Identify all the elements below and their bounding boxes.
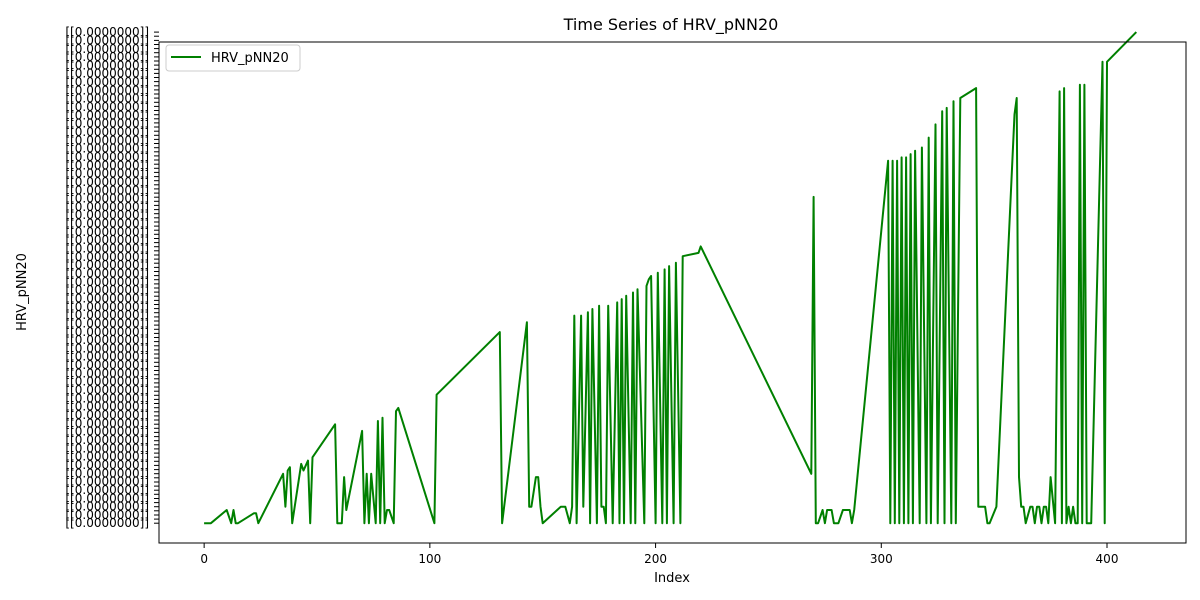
y-tick-label: [[0.0000000]] [65, 192, 149, 206]
y-tick-label: [[0.0000000]] [65, 167, 149, 181]
y-tick-label: [[0.0000000]] [65, 325, 149, 339]
y-tick-label: [[0.0000000]] [65, 350, 149, 364]
y-tick-label: [[0.0000000]] [65, 491, 149, 505]
y-tick-label: [[0.0000000]] [65, 508, 149, 522]
y-tick-label: [[0.0000000]] [65, 458, 149, 472]
series-line-0 [204, 31, 1138, 525]
y-tick-label: [[0.0000000]] [65, 208, 149, 222]
y-tick-label: [[0.0000000]] [65, 375, 149, 389]
y-tick-label: [[0.0000000]] [65, 416, 149, 430]
x-tick-label: 400 [1096, 552, 1119, 566]
y-tick-label: [[0.0000000]] [65, 108, 149, 122]
y-tick-label: [[0.0000000]] [65, 50, 149, 64]
y-tick-label: [[0.0000000]] [65, 383, 149, 397]
y-tick-label: [[0.0000000]] [65, 275, 149, 289]
y-tick-label: [[0.0000000]] [65, 258, 149, 272]
plot-area [204, 31, 1138, 525]
y-tick-label: [[0.0000000]] [65, 358, 149, 372]
y-tick-label: [[0.0000000]] [65, 150, 149, 164]
y-tick-label: [[0.0000000]] [65, 500, 149, 514]
y-tick-label: [[0.0000000]] [65, 425, 149, 439]
y-tick-label: [[0.0000000]] [65, 133, 149, 147]
y-tick-label: [[0.0000000]] [65, 158, 149, 172]
y-tick-label: [[0.0000000]] [65, 58, 149, 72]
y-tick-label: [[0.0000000]] [65, 25, 149, 39]
chart-title: Time Series of HRV_pNN20 [563, 15, 779, 35]
y-tick-label: [[0.0000000]] [65, 400, 149, 414]
legend-box [165, 44, 301, 72]
y-tick-label: [[0.0000000]] [65, 225, 149, 239]
y-tick-labels: [[0.0000000]][[0.0000000]][[0.0000000]][… [65, 25, 159, 530]
y-tick-label: [[0.0000000]] [65, 100, 149, 114]
y-tick-label: [[0.0000000]] [65, 283, 149, 297]
y-tick-label: [[0.0000000]] [65, 391, 149, 405]
x-tick-label: 200 [644, 552, 667, 566]
y-tick-label: [[0.0000000]] [65, 408, 149, 422]
legend-entry-label: HRV_pNN20 [211, 51, 289, 66]
y-tick-label: [[0.0000000]] [65, 42, 149, 56]
y-tick-label: [[0.0000000]] [65, 117, 149, 131]
y-tick-label: [[0.0000000]] [65, 175, 149, 189]
y-tick-label: [[0.0000000]] [65, 333, 149, 347]
y-tick-label: [[0.0000000]] [65, 92, 149, 106]
y-axis-label: HRV_pNN20 [15, 253, 30, 331]
x-tick-label: 300 [870, 552, 893, 566]
x-axis-label: Index [654, 571, 690, 586]
y-tick-label: [[0.0000000]] [65, 516, 149, 530]
legend: HRV_pNN20 [165, 44, 301, 72]
y-tick-label: [[0.0000000]] [65, 483, 149, 497]
y-tick-label: [[0.0000000]] [65, 200, 149, 214]
y-tick-label: [[0.0000000]] [65, 217, 149, 231]
y-tick-label: [[0.0000000]] [65, 441, 149, 455]
y-tick-label: [[0.0000000]] [65, 466, 149, 480]
y-tick-label: [[0.0000000]] [65, 300, 149, 314]
y-tick-label: [[0.0000000]] [65, 366, 149, 380]
y-tick-label: [[0.0000000]] [65, 433, 149, 447]
y-tick-label: [[0.0000000]] [65, 316, 149, 330]
x-tick-label: 100 [418, 552, 441, 566]
y-tick-label: [[0.0000000]] [65, 75, 149, 89]
y-tick-label: [[0.0000000]] [65, 308, 149, 322]
y-tick-label: [[0.0000000]] [65, 125, 149, 139]
y-tick-label: [[0.0000000]] [65, 450, 149, 464]
y-tick-label: [[0.0000000]] [65, 242, 149, 256]
y-tick-label: [[0.0000000]] [65, 233, 149, 247]
y-tick-label: [[0.0000000]] [65, 292, 149, 306]
plot-frame [158, 41, 1187, 544]
y-tick-label: [[0.0000000]] [65, 83, 149, 97]
y-tick-label: [[0.0000000]] [65, 250, 149, 264]
y-tick-label: [[0.0000000]] [65, 33, 149, 47]
y-tick-label: [[0.0000000]] [65, 267, 149, 281]
x-axis: 0 100 200 300 400 [200, 543, 1118, 566]
y-tick-label: [[0.0000000]] [65, 183, 149, 197]
y-tick-label: [[0.0000000]] [65, 142, 149, 156]
x-tick-label: 0 [200, 552, 208, 566]
y-tick-label: [[0.0000000]] [65, 475, 149, 489]
y-tick-label: [[0.0000000]] [65, 67, 149, 81]
y-tick-label: [[0.0000000]] [65, 341, 149, 355]
